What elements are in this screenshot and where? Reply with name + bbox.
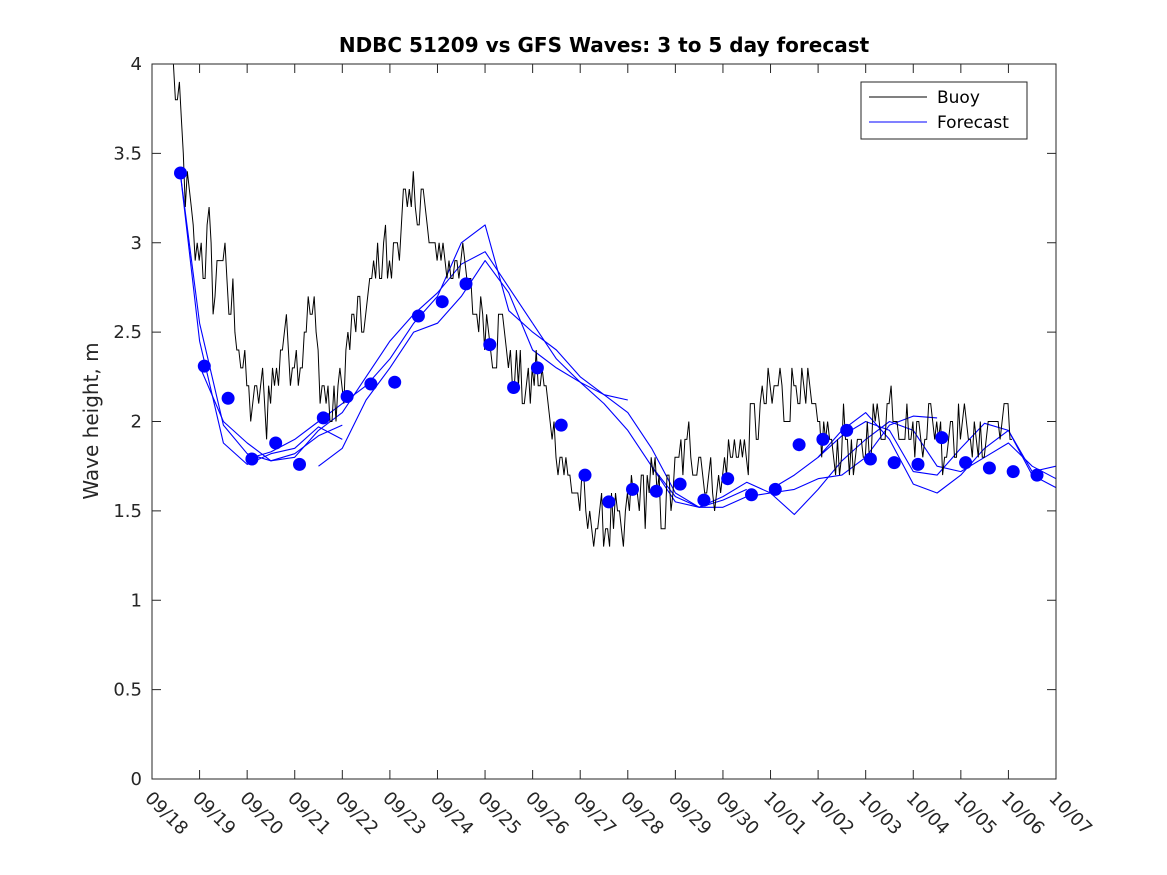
x-tick-label: 10/02 [807,788,859,840]
x-tick-label: 09/26 [521,788,573,840]
forecast-marker [626,482,639,496]
legend-box [860,81,1028,140]
forecast-marker [578,468,592,482]
forecast-marker [602,495,616,509]
x-tick-label: 09/21 [283,788,335,840]
buoy-line [172,63,1012,547]
forecast-lines-layer [179,174,1057,516]
forecast-line-6 [532,322,938,508]
forecast-marker [245,452,259,466]
x-tick-label: 10/07 [1044,788,1096,840]
forecast-marker [649,484,663,498]
x-tick-label: 09/27 [569,788,621,840]
forecast-marker [221,391,235,405]
forecast-marker [388,375,402,389]
forecast-line-3 [199,251,534,462]
legend: Buoy Forecast [860,81,1028,140]
chart-title: NDBC 51209 vs GFS Waves: 3 to 5 day fore… [339,33,870,57]
forecast-marker [1030,468,1044,482]
forecast-marker [364,377,378,391]
forecast-marker [673,477,687,491]
x-tick-label: 10/01 [759,788,811,840]
forecast-marker [530,361,544,375]
x-tick-label: 10/04 [902,788,954,840]
y-tick-label: 3.5 [113,143,142,164]
forecast-marker [435,295,449,309]
forecast-marker [768,482,782,496]
x-tick-label: 10/06 [997,788,1049,840]
legend-forecast-label: Forecast [937,113,1009,133]
forecast-line-9 [817,420,1057,476]
forecast-line-4 [247,224,628,460]
forecast-marker [554,418,568,432]
forecast-line-1 [179,174,343,462]
forecast-marker [174,166,187,180]
forecast-line-7 [651,420,1057,516]
forecast-marker [721,472,735,486]
x-tick-label: 09/18 [140,788,192,840]
forecast-marker [911,457,925,471]
forecast-marker [411,309,425,323]
forecast-marker [816,432,830,446]
forecast-marker [459,277,473,291]
plot-area [152,64,1056,779]
forecast-marker [959,456,973,470]
x-tick-label: 10/03 [854,788,906,840]
forecast-marker [340,390,354,403]
forecast-marker [697,493,711,507]
forecast-marker [863,452,877,466]
forecast-markers-layer [174,166,1044,509]
x-tick-label: 09/22 [331,788,383,840]
forecast-marker [269,436,283,450]
forecast-marker [483,338,497,352]
forecast-marker [935,431,949,445]
forecast-marker [745,488,758,502]
x-tick-label: 09/19 [188,788,240,840]
forecast-marker [1006,465,1020,479]
y-tick-label: 0.5 [113,680,142,701]
forecast-marker [316,411,330,425]
y-tick-label: 2 [131,412,142,433]
y-axis-label: Wave height, m [79,342,103,499]
x-tick-label: 10/05 [949,788,1001,840]
x-tick-label: 09/23 [378,788,430,840]
y-axis-ticks: 0 0.5 1 1.5 2 2.5 3 3.5 4 [113,54,1056,790]
y-tick-label: 1 [131,590,142,611]
forecast-marker [887,456,901,470]
x-tick-label: 09/25 [474,788,526,840]
forecast-marker [792,438,806,452]
x-tick-label: 09/20 [236,788,288,840]
y-tick-label: 2.5 [113,322,142,343]
x-tick-label: 09/30 [711,788,763,840]
forecast-line-2 [179,174,343,465]
y-tick-label: 3 [131,233,142,254]
y-tick-label: 0 [131,769,142,790]
y-tick-label: 4 [131,54,142,75]
x-tick-label: 09/28 [616,788,668,840]
x-tick-label: 09/24 [426,788,478,840]
forecast-marker [507,381,521,394]
x-tick-label: 09/29 [664,788,716,840]
forecast-marker [840,423,854,437]
forecast-marker [197,359,211,373]
forecast-marker [293,457,306,471]
buoy-line-layer [172,63,1012,547]
forecast-marker [982,461,996,475]
legend-buoy-label: Buoy [937,88,980,108]
forecast-line-5 [318,260,747,508]
y-tick-label: 1.5 [113,501,142,522]
